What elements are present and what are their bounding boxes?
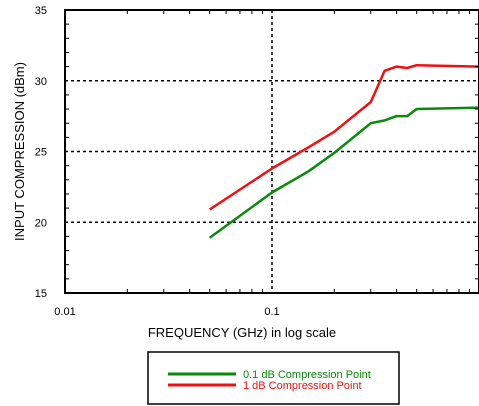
legend-label: 1 dB Compression Point (243, 380, 362, 392)
tick-labels: 15 20 25 30 35 0.01 0.1 (35, 5, 479, 318)
plot-frame (64, 9, 479, 294)
gridlines (65, 10, 479, 293)
x-tick-label: 0.01 (54, 306, 75, 318)
x-axis-label: FREQUENCY (GHz) in log scale (148, 325, 336, 340)
y-tick-label: 15 (35, 288, 47, 300)
y-axis-label: INPUT COMPRESSION (dBm) (12, 62, 27, 241)
x-tick-label: 0.1 (264, 306, 279, 318)
y-tick-label: 30 (35, 76, 47, 88)
legend-box (147, 351, 400, 405)
series-line-2 (209, 63, 479, 211)
series-line-1 (208, 106, 479, 239)
legend-label: 0.1 dB Compression Point (243, 369, 371, 381)
y-tick-label: 25 (35, 147, 47, 159)
y-tick-label: 35 (35, 5, 47, 17)
y-tick-label: 20 (35, 217, 47, 229)
series-lines (208, 63, 479, 239)
